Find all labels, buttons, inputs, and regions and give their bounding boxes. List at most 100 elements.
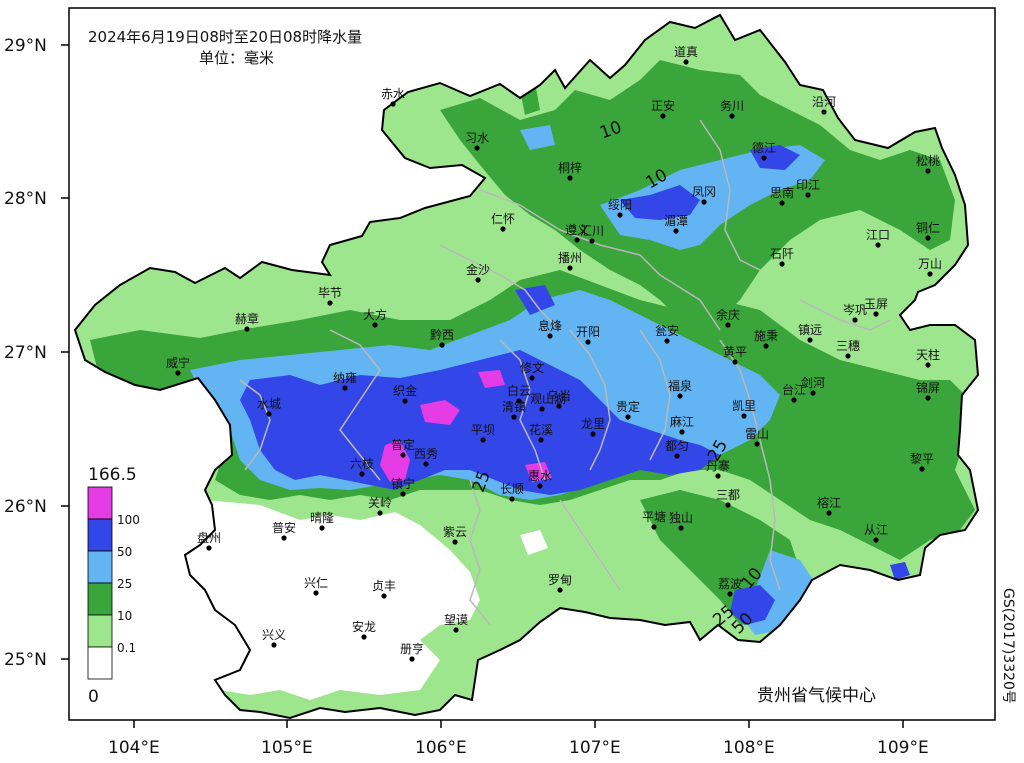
city-label: 石阡 <box>770 246 794 261</box>
lat-label: 25°N <box>4 650 47 670</box>
city-label: 晴隆 <box>310 510 334 525</box>
city-label: 剑河 <box>801 375 825 390</box>
rain-zone-50 <box>750 145 800 170</box>
city-label: 镇远 <box>798 323 822 337</box>
city-label: 湄潭 <box>664 214 688 228</box>
city-label: 榕江 <box>817 495 841 510</box>
city-dot <box>729 113 735 119</box>
city-label: 余庆 <box>716 307 740 322</box>
county-boundaries <box>239 119 891 626</box>
lat-label: 28°N <box>4 189 47 209</box>
city-dot <box>319 525 325 531</box>
city-label: 册亨 <box>400 641 424 656</box>
city-dot <box>556 403 562 409</box>
city-dot <box>925 235 931 241</box>
legend-label: 25 <box>117 577 132 591</box>
legend: 166.5 100 50 25 10 0.1 0 <box>87 465 140 707</box>
org-name: 贵州省气候中心 <box>757 686 876 706</box>
city-dot <box>480 437 486 443</box>
city-label: 西秀 <box>414 447 438 461</box>
city-dot <box>271 642 277 648</box>
city-label: 瓮安 <box>655 323 679 338</box>
city-label: 普定 <box>391 437 415 452</box>
city-dot <box>511 414 517 420</box>
legend-swatch-10 <box>87 582 113 616</box>
city-dot <box>715 473 721 479</box>
city-label: 威宁 <box>166 355 190 370</box>
city-dot <box>664 338 670 344</box>
city-label: 仁怀 <box>491 212 515 226</box>
city-dot <box>617 212 623 218</box>
city-label: 福泉 <box>668 378 692 393</box>
legend-swatch-25 <box>87 550 113 584</box>
city-dot <box>585 339 591 345</box>
rain-zone-0 <box>185 500 480 700</box>
city-label: 兴仁 <box>304 576 328 590</box>
city-dot <box>500 226 506 232</box>
rain-zone-100 <box>420 400 460 425</box>
city-dot <box>763 343 769 349</box>
rain-zone-25 <box>520 125 555 150</box>
city-dot <box>725 322 731 328</box>
lon-label: 106°E <box>415 738 467 758</box>
city-label: 万山 <box>918 257 942 271</box>
city-label: 丹寨 <box>706 458 730 473</box>
city-label: 毕节 <box>318 286 342 300</box>
city-dot <box>327 300 333 306</box>
city-label: 贵定 <box>616 399 640 414</box>
city-dot <box>673 228 679 234</box>
lat-label: 26°N <box>4 497 47 517</box>
legend-label: 0.1 <box>117 641 136 655</box>
city-label: 松桃 <box>916 153 940 168</box>
city-dot <box>474 145 480 151</box>
city-label: 德江 <box>752 140 776 155</box>
legend-label: 100 <box>117 513 140 527</box>
city-label: 汇川 <box>580 224 604 238</box>
city-label: 桐梓 <box>558 160 582 175</box>
city-label: 天柱 <box>916 347 940 362</box>
city-label: 贞丰 <box>372 579 396 593</box>
legend-swatch-50 <box>87 518 113 552</box>
city-dot <box>475 277 481 283</box>
city-label: 紫云 <box>443 525 467 539</box>
city-dot <box>873 311 879 317</box>
city-dot <box>537 483 543 489</box>
city-dot <box>381 593 387 599</box>
city-label: 岑巩 <box>843 303 867 317</box>
city-dot <box>529 375 535 381</box>
city-label: 修文 <box>520 360 544 375</box>
lon-label: 108°E <box>723 738 775 758</box>
city-label: 三穗 <box>836 339 860 353</box>
city-dot <box>625 414 631 420</box>
city-dot <box>409 656 415 662</box>
city-label: 玉屏 <box>864 297 888 311</box>
city-dot <box>845 353 851 359</box>
city-label: 凤冈 <box>692 185 716 199</box>
city-label: 麻江 <box>670 414 694 429</box>
city-dot <box>677 393 683 399</box>
city-label: 长顺 <box>500 482 524 496</box>
city-label: 思南 <box>770 185 794 200</box>
lon-label: 107°E <box>569 738 621 758</box>
city-dot <box>725 502 731 508</box>
city-dot <box>807 337 813 343</box>
city-dot <box>761 155 767 161</box>
city-label: 遵义 <box>565 222 589 237</box>
map-unit: 单位：毫米 <box>199 49 274 67</box>
rain-zone-50 <box>730 585 775 625</box>
legend-swatch-0 <box>87 646 113 680</box>
city-dot <box>361 634 367 640</box>
city-label: 黔西 <box>430 327 454 342</box>
city-label: 金沙 <box>466 262 490 277</box>
city-label: 雷山 <box>745 427 769 441</box>
city-dot <box>402 398 408 404</box>
city-dot <box>452 539 458 545</box>
rain-zone-50 <box>890 562 910 580</box>
rain-zone-0 <box>520 530 548 555</box>
city-dot <box>281 535 287 541</box>
city-label: 关岭 <box>368 496 392 510</box>
city-dot <box>359 471 365 477</box>
city-dot <box>779 200 785 206</box>
city-dot <box>826 510 832 516</box>
map-code: GS(2017)3320号 <box>1000 588 1016 704</box>
